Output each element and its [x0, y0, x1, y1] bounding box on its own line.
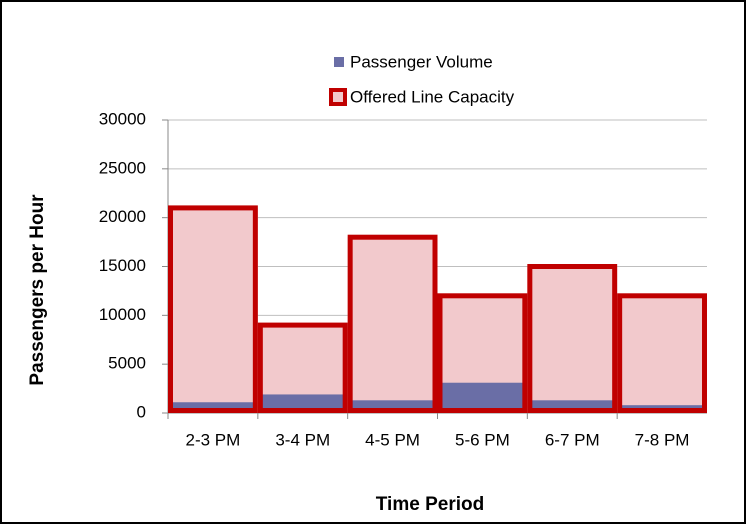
- capacity-fill: [168, 207, 258, 413]
- legend-marker: [329, 88, 347, 106]
- x-tick-label: 6-7 PM: [545, 430, 600, 449]
- x-axis-title: Time Period: [376, 494, 484, 515]
- x-tick-label: 7-8 PM: [635, 430, 690, 449]
- y-axis-title: Passengers per Hour: [27, 194, 48, 386]
- bar: [168, 205, 258, 413]
- y-tick-label: 15000: [99, 256, 146, 275]
- x-tick-label: 2-3 PM: [186, 430, 241, 449]
- bar: [437, 293, 528, 413]
- y-tick-label: 0: [137, 402, 146, 421]
- legend-marker: [334, 57, 344, 67]
- capacity-fill: [527, 266, 618, 413]
- capacity-fill: [617, 295, 707, 413]
- y-tick-label: 20000: [99, 207, 146, 226]
- bar: [347, 234, 438, 413]
- bar: [257, 322, 348, 414]
- x-tick-label: 3-4 PM: [275, 430, 330, 449]
- y-tick-label: 10000: [99, 305, 146, 324]
- capacity-fill: [347, 237, 438, 413]
- bar: [617, 293, 708, 413]
- legend-label: Passenger Volume: [350, 52, 493, 71]
- y-tick-label: 5000: [108, 354, 146, 373]
- legend-label: Offered Line Capacity: [350, 87, 515, 106]
- y-tick-label: 30000: [99, 109, 146, 128]
- y-tick-label: 25000: [99, 158, 146, 177]
- bar: [440, 382, 525, 413]
- x-tick-label: 5-6 PM: [455, 430, 510, 449]
- x-tick-label: 4-5 PM: [365, 430, 420, 449]
- bar: [527, 264, 618, 413]
- bar: [171, 402, 255, 413]
